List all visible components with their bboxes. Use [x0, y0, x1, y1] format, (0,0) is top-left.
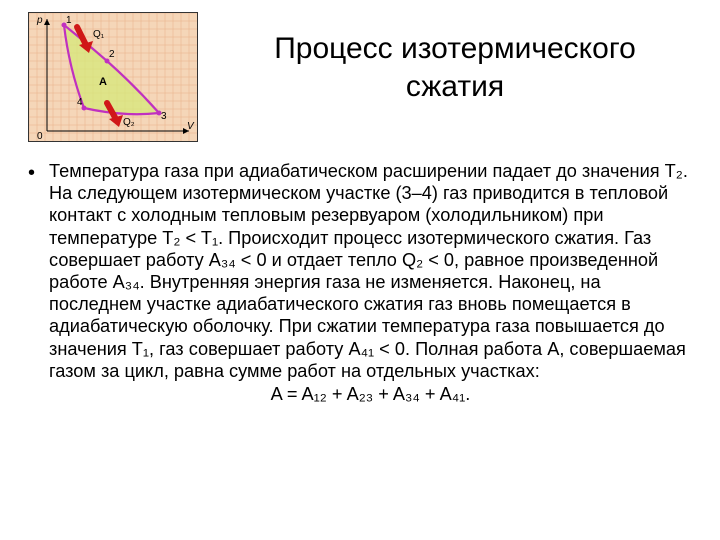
- svg-text:p: p: [36, 15, 43, 26]
- svg-text:2: 2: [109, 49, 115, 60]
- pv-diagram-svg: p V 0 1 2 3 4 A Q₁ Q₂: [29, 13, 197, 141]
- svg-text:1: 1: [66, 15, 72, 26]
- svg-text:Q₂: Q₂: [123, 117, 135, 128]
- formula: A = A₁₂ + A₂₃ + A₃₄ + A₄₁.: [49, 384, 692, 405]
- title-line1: Процесс изотермического: [274, 32, 636, 65]
- svg-text:3: 3: [161, 111, 167, 122]
- title-line2: сжатия: [406, 70, 504, 103]
- body-text: • Температура газа при адиабатическом ра…: [28, 160, 692, 405]
- svg-text:0: 0: [37, 131, 43, 141]
- pv-diagram: p V 0 1 2 3 4 A Q₁ Q₂: [28, 12, 198, 142]
- svg-text:Q₁: Q₁: [93, 29, 105, 40]
- main-paragraph: Температура газа при адиабатическом расш…: [49, 160, 692, 382]
- bullet-marker: •: [28, 160, 35, 405]
- svg-text:4: 4: [77, 97, 83, 108]
- slide-title: Процесс изотермического сжатия: [218, 12, 692, 105]
- svg-text:A: A: [99, 76, 107, 88]
